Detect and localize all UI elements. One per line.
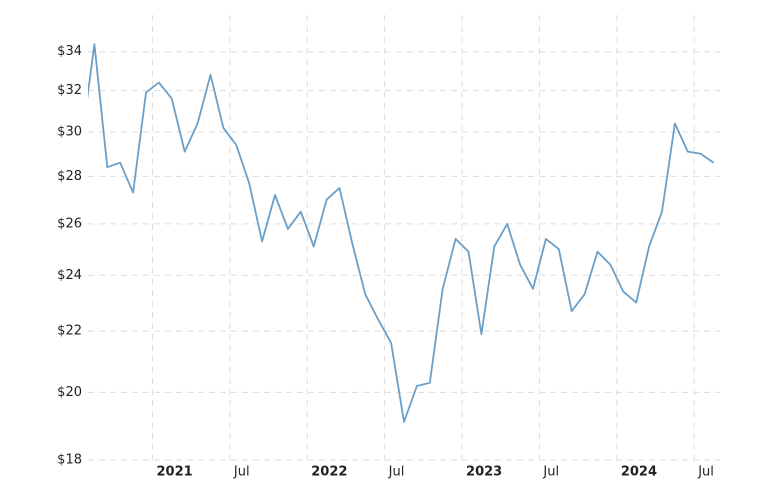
y-tick-label: $20 — [57, 385, 82, 400]
y-tick-label: $34 — [57, 44, 82, 59]
x-tick-label: 2022 — [311, 465, 347, 480]
y-tick-label: $26 — [57, 216, 82, 231]
x-tick-label: 2023 — [466, 465, 502, 480]
x-tick-label: 2024 — [621, 465, 657, 480]
x-tick-label: Jul — [542, 465, 559, 480]
price-line — [88, 43, 715, 423]
y-tick-label: $30 — [57, 125, 82, 140]
y-tick-label: $32 — [57, 83, 82, 98]
x-tick-label: Jul — [233, 465, 250, 480]
x-tick-label: 2021 — [156, 465, 192, 480]
x-tick-label: Jul — [697, 465, 714, 480]
y-tick-label: $28 — [57, 169, 82, 184]
plot-area — [88, 43, 715, 423]
y-tick-label: $24 — [57, 268, 82, 283]
y-tick-label: $22 — [57, 324, 82, 339]
x-tick-label: Jul — [388, 465, 405, 480]
y-tick-label: $18 — [57, 453, 82, 468]
